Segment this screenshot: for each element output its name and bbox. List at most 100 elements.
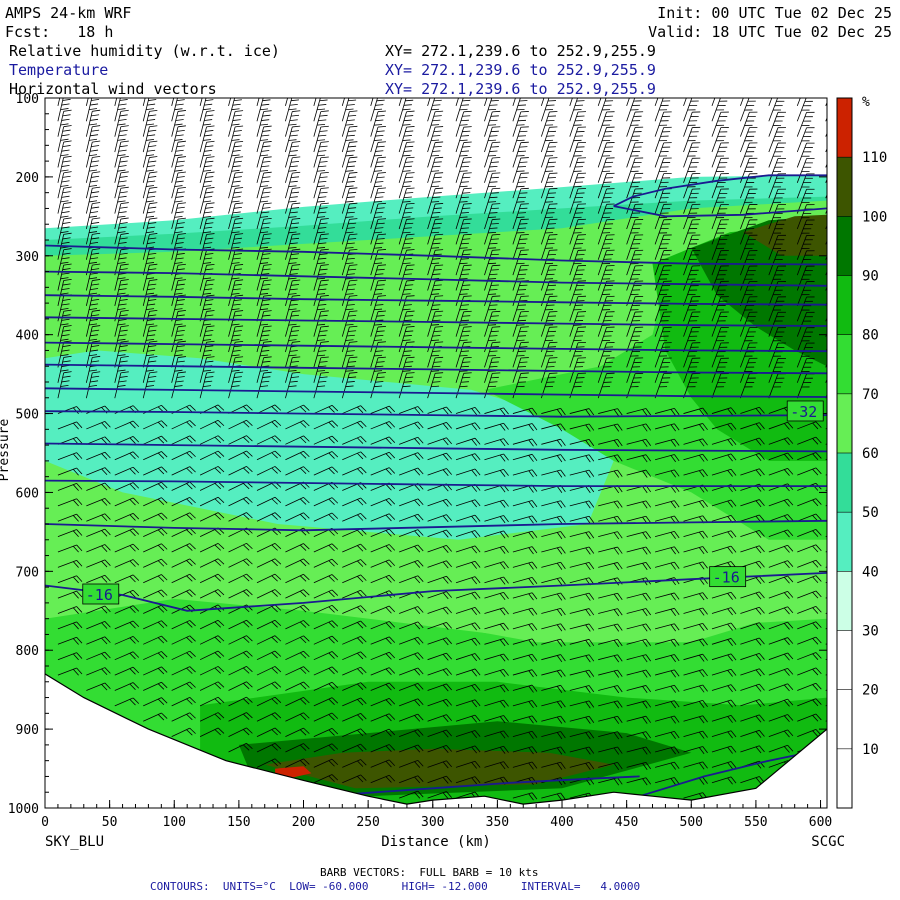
wind-barb: [512, 607, 538, 616]
wind-barb: [768, 296, 786, 322]
wind-barb: [541, 746, 566, 755]
wind-barb: [654, 423, 680, 432]
wind-barb: [711, 468, 737, 477]
wind-barb: [199, 619, 225, 630]
wind-barb: [711, 234, 729, 260]
wind-barb: [114, 263, 129, 291]
wind-barb: [370, 559, 396, 568]
wind-barb: [597, 342, 615, 368]
temperature-contour: [45, 387, 827, 398]
wind-barb: [541, 654, 566, 663]
wind-barb: [740, 422, 765, 431]
temperature-contour: [613, 205, 827, 218]
wind-barb: [57, 606, 83, 614]
wind-barb: [683, 607, 708, 616]
wind-barb: [171, 125, 186, 153]
wind-barb: [370, 372, 386, 399]
temperature-contour: [45, 442, 827, 453]
wind-barb: [740, 234, 758, 260]
wind-barb: [711, 188, 729, 214]
wind-barb: [370, 667, 396, 676]
wind-barb: [541, 577, 566, 586]
wind-barb: [114, 202, 129, 230]
wind-barb: [626, 219, 644, 245]
wind-barb: [569, 295, 587, 322]
wind-barb: [341, 372, 358, 399]
x-tick-label: 150: [227, 815, 250, 830]
wind-barb: [598, 638, 623, 647]
wind-barb: [711, 653, 737, 662]
wind-barb: [654, 342, 672, 368]
wind-barb: [598, 608, 623, 617]
wind-barb: [711, 203, 729, 230]
wind-barb: [683, 357, 701, 383]
wind-barb: [427, 421, 452, 430]
wind-barb: [143, 681, 168, 691]
wind-barb: [370, 202, 386, 230]
wind-barb: [398, 126, 415, 153]
wind-barb: [569, 98, 573, 107]
wind-barb: [313, 589, 339, 599]
wind-barb: [683, 638, 708, 647]
wind-barb: [256, 650, 282, 661]
wind-barb: [711, 607, 737, 616]
wind-barb: [86, 436, 111, 445]
wind-barb: [484, 126, 501, 153]
wind-barb: [540, 203, 558, 230]
wind-barb: [683, 561, 708, 570]
wind-barb: [455, 760, 481, 769]
wind-barb: [683, 219, 701, 245]
wind-barb: [569, 98, 585, 122]
wind-barb: [597, 311, 615, 337]
y-tick-label: 700: [16, 565, 39, 580]
wind-barb: [313, 420, 339, 430]
wind-barb: [171, 696, 196, 707]
wind-barb: [313, 264, 329, 291]
wind-barb: [341, 141, 358, 168]
wind-barb: [285, 666, 310, 676]
wind-barb: [654, 531, 680, 540]
wind-barb: [683, 98, 687, 107]
wind-barb: [768, 606, 794, 615]
wind-barb: [484, 638, 509, 647]
wind-barb: [342, 543, 367, 553]
wind-barb: [711, 98, 728, 122]
wind-barb: [114, 98, 118, 106]
wind-barb: [114, 512, 140, 522]
wind-barb: [484, 745, 509, 754]
wind-barb: [114, 666, 140, 676]
wind-barb: [512, 653, 538, 662]
field-name-rh: Relative humidity (w.r.t. ice): [9, 42, 280, 60]
wind-barb: [455, 126, 472, 153]
wind-barb: [683, 469, 708, 478]
wind-barb: [455, 172, 472, 199]
wind-barb: [427, 452, 452, 461]
wind-barb: [171, 371, 186, 399]
x-tick-label: 300: [421, 815, 444, 830]
wind-barb: [569, 111, 587, 137]
wind-barb: [370, 605, 396, 614]
wind-barb: [85, 140, 101, 168]
contour-label-box: [709, 566, 747, 588]
wind-barb: [654, 234, 672, 260]
wind-barb: [683, 373, 701, 399]
wind-barb: [228, 279, 244, 306]
wind-barb: [313, 98, 328, 122]
wind-barb: [540, 295, 558, 322]
wind-barb: [114, 559, 140, 568]
wind-barb: [256, 589, 282, 599]
wind-barb: [313, 543, 339, 553]
wind-barb: [683, 715, 708, 724]
wind-barb: [711, 407, 737, 416]
wind-barb: [228, 248, 244, 276]
x-tick-label: 550: [744, 815, 767, 830]
y-tick-label: 1000: [8, 802, 39, 817]
wind-barb: [740, 188, 758, 214]
wind-barb: [626, 295, 644, 322]
wind-barb: [654, 777, 680, 786]
wind-barb: [256, 435, 282, 445]
temperature-contour: [45, 479, 827, 488]
wind-barb: [86, 574, 111, 584]
wind-barb: [256, 496, 282, 507]
wind-barb: [711, 173, 729, 199]
